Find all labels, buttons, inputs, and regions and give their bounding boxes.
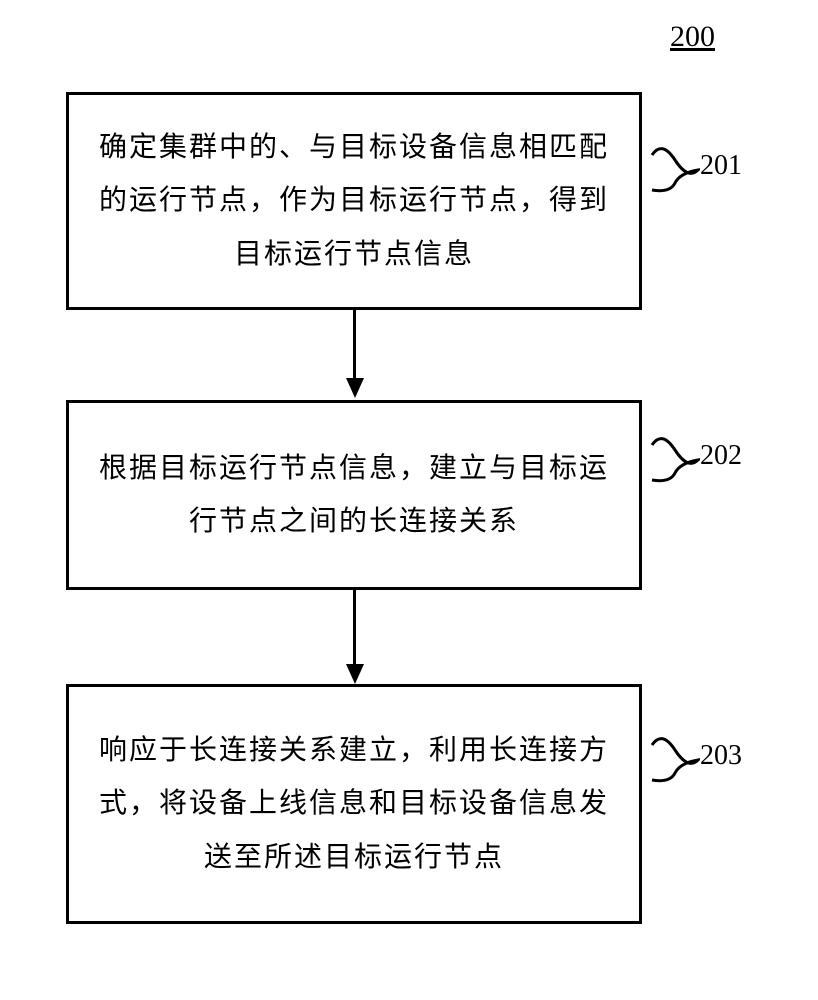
arrow-1 (353, 310, 356, 380)
flowchart-step-202: 根据目标运行节点信息，建立与目标运行节点之间的长连接关系 (66, 400, 642, 590)
flowchart-step-203: 响应于长连接关系建立，利用长连接方式，将设备上线信息和目标设备信息发送至所述目标… (66, 684, 642, 924)
connector-brace-201 (650, 135, 700, 205)
step-text: 确定集群中的、与目标设备信息相匹配的运行节点，作为目标运行节点，得到目标运行节点… (99, 121, 609, 281)
flowchart-step-201: 确定集群中的、与目标设备信息相匹配的运行节点，作为目标运行节点，得到目标运行节点… (66, 92, 642, 310)
arrow-2 (353, 590, 356, 666)
connector-brace-203 (650, 725, 700, 795)
step-text: 响应于长连接关系建立，利用长连接方式，将设备上线信息和目标设备信息发送至所述目标… (99, 724, 609, 884)
figure-number: 200 (670, 20, 715, 54)
step-text: 根据目标运行节点信息，建立与目标运行节点之间的长连接关系 (99, 442, 609, 548)
arrow-head-2 (346, 664, 364, 684)
step-label-201: 201 (700, 150, 742, 182)
arrow-head-1 (346, 378, 364, 398)
step-label-203: 203 (700, 740, 742, 772)
connector-brace-202 (650, 425, 700, 495)
step-label-202: 202 (700, 440, 742, 472)
